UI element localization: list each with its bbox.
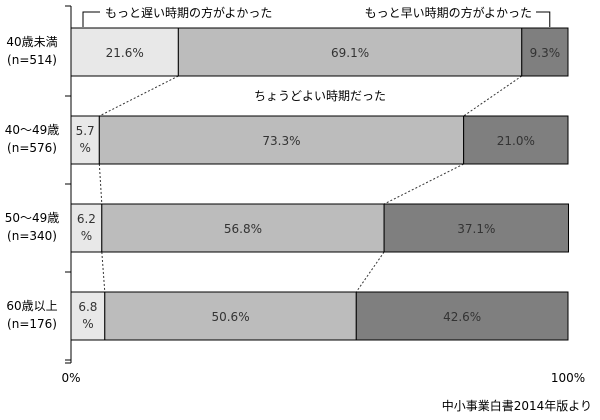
- category-count-2: (n=340): [7, 229, 57, 243]
- bar-0-1: [177, 27, 523, 77]
- legend-bracket-later: [82, 11, 100, 27]
- segment-label-3-1: 50.6%: [211, 310, 249, 324]
- legend-label-later: もっと遅い時期の方がよかった: [105, 5, 272, 20]
- bar-2-1: [101, 203, 385, 253]
- bar-0-2: [521, 27, 569, 77]
- segment-label-3-0: 6.8%: [78, 300, 97, 331]
- axis: [65, 5, 72, 364]
- segment-label-2-0: 6.2%: [77, 212, 96, 243]
- bars-group: [70, 27, 569, 341]
- connector-0-1: [463, 75, 523, 117]
- category-count-3: (n=176): [7, 317, 57, 331]
- legend-label-earlier: もっと早い時期の方がよかった: [365, 5, 532, 20]
- x-tick-label-100: 100%: [551, 371, 585, 385]
- segment-label-1-2: 21.0%: [497, 134, 535, 148]
- bar-3-0: [70, 291, 106, 341]
- category-count-1: (n=576): [7, 141, 57, 155]
- bar-1-2: [463, 115, 569, 165]
- legend-bracket-earlier: [536, 11, 551, 27]
- category-label-1: 40～49歳: [5, 123, 60, 137]
- category-label-0: 40歳未満: [6, 35, 57, 49]
- bar-2-0: [70, 203, 103, 253]
- connector-0-0: [99, 75, 179, 117]
- bar-3-2: [355, 291, 569, 341]
- segment-label-0-0: 21.6%: [106, 46, 144, 60]
- connector-2-1: [355, 251, 385, 293]
- segment-label-3-2: 42.6%: [443, 310, 481, 324]
- category-label-2: 50～49歳: [5, 211, 60, 225]
- legend-label-just-right: ちょうどよい時期だった: [254, 89, 386, 103]
- segment-label-0-2: 9.3%: [530, 46, 561, 60]
- connector-1-0: [98, 163, 103, 205]
- bar-1-1: [98, 115, 465, 165]
- segment-label-2-2: 37.1%: [457, 222, 495, 236]
- bar-0-0: [70, 27, 179, 77]
- connector-lines: [98, 75, 523, 293]
- bar-2-2: [383, 203, 569, 253]
- connector-2-0: [101, 251, 106, 293]
- category-labels: 40歳未満 (n=514) 40～49歳 (n=576) 50～49歳 (n=340) 60…: [5, 35, 60, 331]
- segment-labels: 21.6% 69.1% 9.3% 5.7% 73.3% 21.0% 6.2% 56.8% 37.…: [76, 46, 561, 331]
- segment-label-1-1: 73.3%: [262, 134, 300, 148]
- category-label-3: 60歳以上: [6, 299, 57, 313]
- source-note: 中小事業白書2014年版より: [442, 398, 592, 413]
- segment-label-1-0: 5.7%: [76, 124, 95, 155]
- category-count-0: (n=514): [7, 53, 57, 67]
- segment-label-2-1: 56.8%: [224, 222, 262, 236]
- connector-1-1: [383, 163, 464, 205]
- segment-label-0-1: 69.1%: [331, 46, 369, 60]
- x-tick-label-0: 0%: [61, 371, 80, 385]
